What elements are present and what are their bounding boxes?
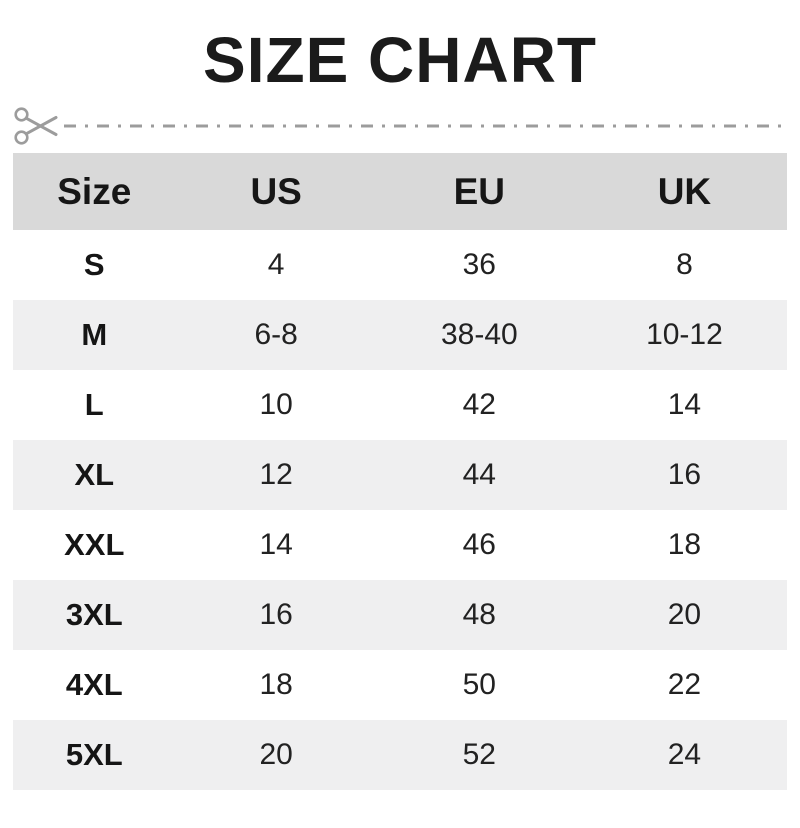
cell-uk: 14 (667, 388, 702, 421)
cell-uk: 16 (581, 440, 787, 510)
cell-size: S (83, 247, 105, 282)
scissors-icon (14, 107, 58, 145)
cell-size: M (13, 300, 176, 370)
size-chart-page: SIZE CHART Size US EU UK (0, 28, 800, 790)
cell-us: 20 (175, 720, 377, 790)
table-row-4xl: 4XL 18 50 22 (13, 650, 787, 720)
cell-us: 18 (259, 668, 293, 701)
cell-eu: 44 (376, 440, 582, 510)
header-cell-uk: UK (581, 153, 787, 230)
cell-eu: 36 (462, 248, 496, 281)
cell-eu: 52 (376, 720, 582, 790)
cell-us: 14 (259, 528, 293, 561)
cell-eu: 42 (462, 388, 496, 421)
cell-size: XXL (64, 527, 125, 562)
table-row-l: L 10 42 14 (13, 370, 787, 440)
table-row-3xl: 3XL 16 48 20 (13, 580, 787, 650)
cell-us: 6-8 (175, 300, 377, 370)
cell-uk: 18 (667, 528, 702, 561)
cell-uk: 20 (581, 580, 787, 650)
cell-us: 16 (175, 580, 377, 650)
cell-size: XL (13, 440, 176, 510)
cell-size: 4XL (65, 667, 123, 702)
cell-size: L (84, 387, 104, 422)
cell-uk: 10-12 (581, 300, 787, 370)
header-row: Size US EU UK (13, 153, 787, 230)
cell-size: 5XL (13, 720, 176, 790)
cell-us: 4 (267, 248, 285, 281)
cell-us: 12 (175, 440, 377, 510)
cell-eu: 48 (376, 580, 582, 650)
table-row-5xl: 5XL 20 52 24 (13, 720, 787, 790)
header-cell-size: Size (13, 153, 176, 230)
cell-uk: 8 (676, 248, 693, 281)
cell-size: 3XL (13, 580, 176, 650)
cell-us: 10 (259, 388, 293, 421)
cut-line (13, 104, 787, 148)
table-row-xxl: XXL 14 46 18 (13, 510, 787, 580)
header-cell-us: US (175, 153, 377, 230)
page-title: SIZE CHART (203, 24, 597, 96)
header-cell-eu: EU (376, 153, 582, 230)
cell-uk: 22 (667, 668, 702, 701)
cell-uk: 24 (581, 720, 787, 790)
table-row-xl: XL 12 44 16 (13, 440, 787, 510)
cell-eu: 38-40 (376, 300, 582, 370)
cut-dash-line (64, 124, 787, 128)
size-table: Size US EU UK S 4 36 8 M 6-8 38-40 10-12… (13, 153, 787, 790)
table-row-s: S 4 36 8 (13, 230, 787, 300)
cell-eu: 46 (462, 528, 496, 561)
cell-eu: 50 (462, 668, 496, 701)
table-row-m: M 6-8 38-40 10-12 (13, 300, 787, 370)
